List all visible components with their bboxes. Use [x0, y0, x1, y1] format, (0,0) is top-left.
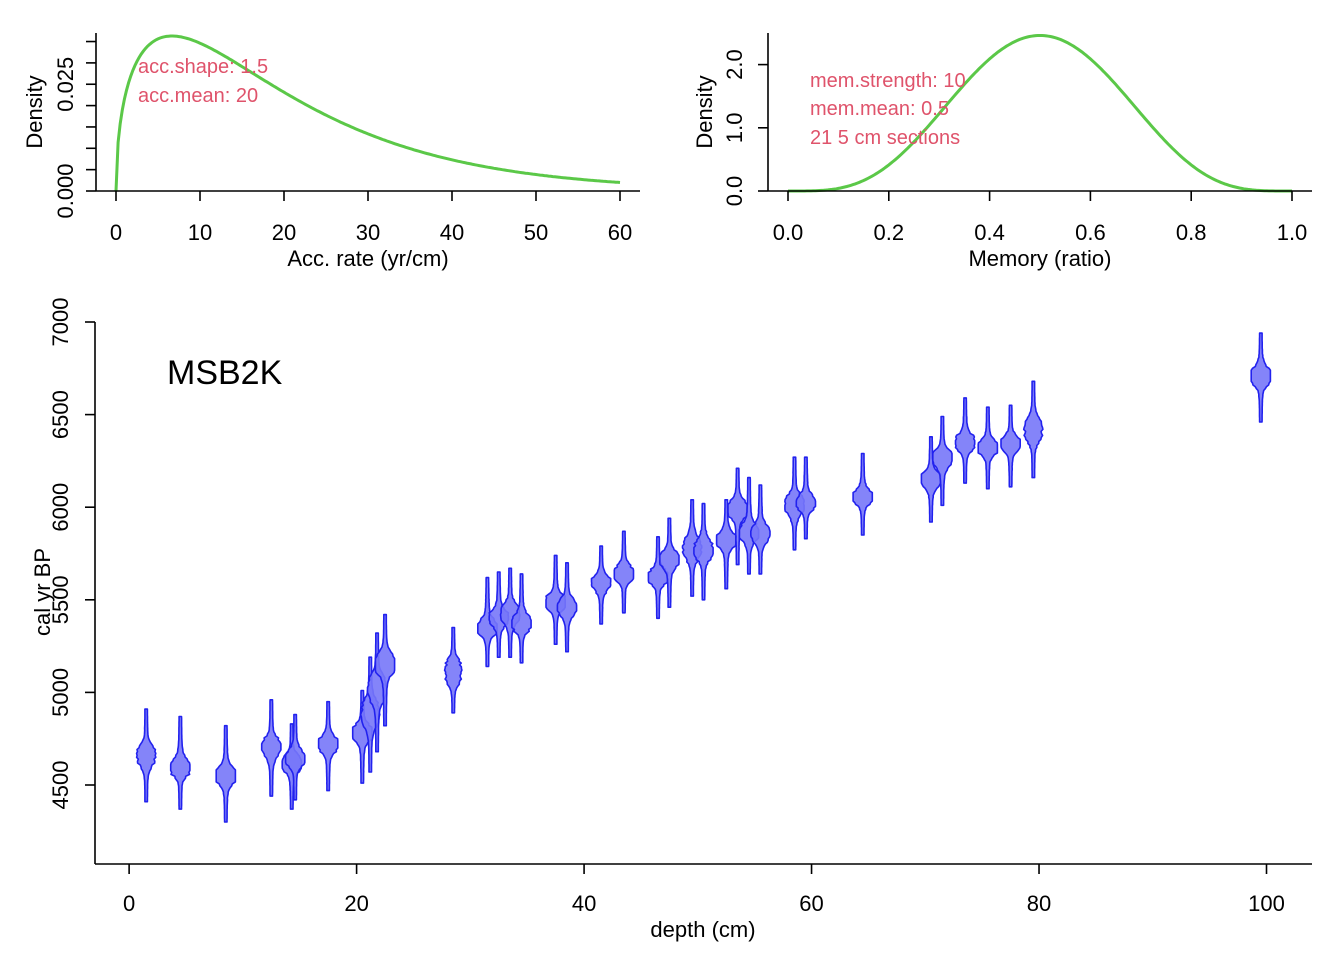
calibrated-date-distributions	[135, 332, 1272, 823]
calibrated-date-violin	[750, 484, 771, 575]
calibrated-date-violin	[374, 613, 396, 727]
depth-x-tick-label: 60	[799, 891, 823, 916]
calibrated-date-violin	[784, 456, 805, 551]
acc-mean-annotation: acc.mean: 20	[138, 85, 258, 107]
calibrated-date-violin	[977, 406, 999, 490]
calibrated-date-violin	[135, 708, 157, 803]
age-y-axis-title: cal yr BP	[30, 548, 55, 636]
calibrated-date-violin	[1250, 332, 1272, 423]
calibrated-date-violin	[366, 632, 388, 753]
acc-rate-x-tick-label: 60	[608, 220, 632, 245]
memory-x-tick-label: 1.0	[1277, 220, 1308, 245]
depth-x-tick-label: 0	[123, 891, 135, 916]
depth-x-axis-title: depth (cm)	[650, 917, 755, 942]
calibrated-date-violin	[488, 571, 510, 658]
age-y-tick-label: 5000	[48, 668, 73, 717]
mem-mean-annotation: mem.mean: 0.5	[810, 98, 949, 120]
memory-x-tick-label: 0.6	[1075, 220, 1106, 245]
depth-x-tick-label: 20	[344, 891, 368, 916]
age-y-tick-label: 4500	[48, 761, 73, 810]
memory-y-axis-title: Density	[692, 75, 717, 148]
memory-x-tick-label: 0.8	[1176, 220, 1207, 245]
acc-rate-x-tick-label: 20	[272, 220, 296, 245]
calibrated-date-violin	[1022, 380, 1044, 479]
memory-x-axis-title: Memory (ratio)	[968, 246, 1111, 271]
calibrated-date-violin	[852, 452, 874, 536]
calibrated-date-violin	[647, 536, 669, 620]
calibrated-date-violin	[260, 699, 282, 797]
memory-prior-panel: 0.0 0.2 0.4 0.6 0.8 1.0 0.0 1.0 2.0 Memory (rati…	[692, 33, 1312, 271]
depth-x-tick-label: 80	[1027, 891, 1051, 916]
calibrated-date-violin	[659, 517, 680, 608]
calibrated-date-violin	[443, 626, 463, 714]
acc-rate-y-tick-label: 0.025	[53, 57, 78, 112]
acc-rate-x-tick-label: 10	[188, 220, 212, 245]
acc-shape-annotation: acc.shape: 1.5	[138, 56, 268, 78]
acc-rate-x-tick-label: 50	[524, 220, 548, 245]
calibrated-date-violin	[932, 415, 953, 507]
age-y-tick-label: 5500	[48, 575, 73, 624]
calibrated-date-violin	[511, 573, 532, 664]
age-y-tick-label: 7000	[48, 298, 73, 347]
calibrated-date-violin	[1000, 404, 1021, 488]
age-y-tick-label: 6500	[48, 390, 73, 439]
calibrated-dates-panel: 0 20 40 60 80 100 4500 5000 5500 6000 6500 7000 MSB…	[30, 298, 1312, 942]
memory-y-tick-label: 2.0	[722, 49, 747, 80]
memory-axes: 0.0 0.2 0.4 0.6 0.8 1.0 0.0 1.0 2.0	[722, 33, 1312, 245]
calibrated-date-violin	[954, 397, 976, 484]
sections-annotation: 21 5 cm sections	[810, 127, 960, 149]
acc-rate-x-tick-label: 0	[110, 220, 122, 245]
age-y-tick-label: 6000	[48, 483, 73, 532]
acc-rate-x-axis-title: Acc. rate (yr/cm)	[287, 246, 448, 271]
calibrated-date-violin	[693, 502, 714, 601]
calibrated-date-violin	[359, 656, 381, 773]
acc-rate-x-tick-label: 30	[356, 220, 380, 245]
memory-density-curve	[788, 34, 1292, 193]
acc-rate-prior-panel: 0 10 20 30 40 50 60 0.000 0.025 Acc. rate (yr/cm…	[22, 33, 640, 271]
acc-rate-axes: 0 10 20 30 40 50 60 0.000 0.025	[53, 33, 640, 245]
calibrated-date-violin	[351, 689, 373, 784]
calibrated-date-violin	[477, 576, 498, 668]
calibrated-date-violin	[556, 562, 578, 653]
calibrated-date-violin	[613, 530, 635, 614]
depth-x-tick-label: 40	[572, 891, 596, 916]
acc-rate-x-tick-label: 40	[440, 220, 464, 245]
memory-y-tick-label: 1.0	[722, 113, 747, 144]
memory-x-tick-label: 0.0	[773, 220, 804, 245]
calibrated-date-violin	[715, 499, 737, 590]
calibrated-date-violin	[795, 456, 817, 540]
acc-rate-y-tick-label: 0.000	[53, 163, 78, 218]
acc-rate-density-curve	[114, 34, 621, 192]
acc-rate-y-axis-title: Density	[22, 75, 47, 148]
mem-strength-annotation: mem.strength: 10	[810, 70, 966, 92]
calibrated-date-violin	[590, 545, 612, 625]
calibrated-date-violin	[681, 499, 703, 597]
depth-x-tick-label: 100	[1248, 891, 1285, 916]
calibrated-date-violin	[317, 700, 339, 792]
core-name-title: MSB2K	[167, 354, 283, 392]
memory-x-tick-label: 0.2	[874, 220, 905, 245]
memory-y-tick-label: 0.0	[722, 176, 747, 207]
calibrated-date-violin	[169, 715, 191, 810]
depth-age-axes: 0 20 40 60 80 100 4500 5000 5500 6000 6500 7000	[48, 298, 1312, 916]
calibrated-date-violin	[215, 724, 237, 823]
memory-x-tick-label: 0.4	[974, 220, 1005, 245]
calibrated-date-violin	[920, 436, 942, 523]
calibrated-date-violin	[284, 713, 306, 801]
